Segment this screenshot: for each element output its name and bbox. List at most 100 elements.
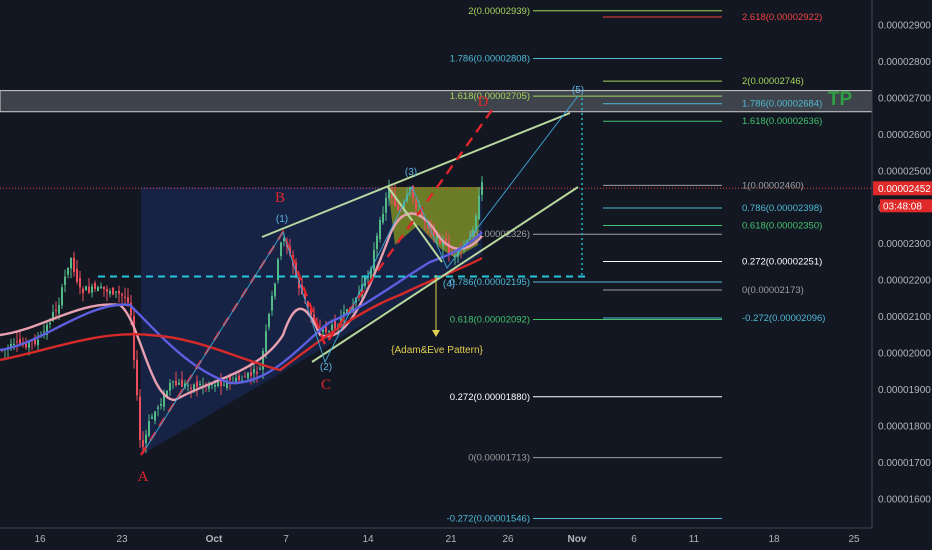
candle-body bbox=[136, 359, 138, 396]
candle-body bbox=[379, 219, 381, 240]
last-price-badge bbox=[873, 181, 932, 196]
time-axis bbox=[0, 528, 932, 550]
wave-label: (2) bbox=[320, 362, 332, 373]
candle-body bbox=[241, 380, 243, 382]
candle-body bbox=[169, 383, 171, 391]
candle-body bbox=[265, 331, 267, 352]
candle-body bbox=[10, 343, 12, 349]
y-tick-label: 0.00001700 bbox=[878, 458, 931, 469]
candle-body bbox=[274, 283, 276, 297]
candle-body bbox=[190, 388, 192, 390]
y-tick-label: 0.00002900 bbox=[878, 21, 931, 32]
countdown-badge bbox=[880, 199, 932, 213]
candle-body bbox=[295, 262, 297, 277]
price-axis bbox=[872, 0, 932, 528]
wave-label: (3) bbox=[405, 167, 417, 178]
candle-body bbox=[226, 380, 228, 389]
candle-body bbox=[166, 390, 168, 397]
x-tick-label: Nov bbox=[568, 534, 587, 545]
fib-left-label: 1.618(0.00002705) bbox=[450, 91, 530, 102]
fib-left-label: 1(0.00002326) bbox=[468, 229, 530, 240]
candle-body bbox=[25, 342, 27, 348]
candle-body bbox=[346, 309, 348, 314]
candle-body bbox=[376, 235, 378, 250]
y-tick-label: 0.00002600 bbox=[878, 130, 931, 141]
y-tick-label: 0.00002700 bbox=[878, 93, 931, 104]
x-tick-label: 14 bbox=[362, 534, 374, 545]
candle-body bbox=[415, 200, 417, 209]
fib-left-label: 0.786(0.00002195) bbox=[450, 277, 530, 288]
candle-body bbox=[469, 238, 471, 240]
candle-body bbox=[436, 232, 438, 240]
candle-body bbox=[112, 287, 114, 295]
candle-body bbox=[28, 341, 30, 348]
candle-body bbox=[373, 249, 375, 270]
candle-body bbox=[175, 380, 177, 386]
fib-left-label: 0.272(0.00001880) bbox=[450, 392, 530, 403]
adam-eve-area bbox=[388, 187, 480, 258]
annotation-labels-layer: A B C D (1) (2) (3) (4) (5) {Adam&Eve Pattern} TP bbox=[138, 85, 853, 485]
y-tick-label: 0.00002000 bbox=[878, 349, 931, 360]
y-tick-label: 0.00001600 bbox=[878, 494, 931, 505]
candle-body bbox=[475, 215, 477, 232]
moving-average-line bbox=[0, 256, 483, 372]
wave-label: (1) bbox=[276, 214, 288, 225]
candle-body bbox=[154, 411, 156, 421]
candle-body bbox=[328, 331, 330, 333]
candle-body bbox=[43, 331, 45, 333]
candle-body bbox=[196, 381, 198, 387]
candle-body bbox=[253, 369, 255, 374]
candle-body bbox=[304, 293, 306, 300]
candle-body bbox=[325, 326, 327, 333]
y-tick-label: 0.00002200 bbox=[878, 276, 931, 287]
candle-body bbox=[427, 224, 429, 228]
candle-body bbox=[82, 288, 84, 293]
candle-body bbox=[337, 325, 339, 327]
candle-body bbox=[259, 368, 261, 370]
last-price-label: 0.00002452 bbox=[878, 184, 931, 195]
fib-right-label: 0.618(0.00002350) bbox=[742, 220, 822, 231]
candle-body bbox=[127, 297, 129, 303]
pattern-label: {Adam&Eve Pattern} bbox=[391, 345, 483, 356]
fib-right-label: 1.618(0.00002636) bbox=[742, 116, 822, 127]
candle-body bbox=[262, 350, 264, 370]
candle-body bbox=[277, 259, 279, 281]
candle-body bbox=[271, 296, 273, 311]
candle-body bbox=[34, 338, 36, 345]
elliott-wave-line bbox=[145, 95, 579, 449]
abcd-label: C bbox=[321, 377, 331, 393]
fib-levels-layer: 2(0.00002939) 1.786(0.00002808) 1.618(0.00… bbox=[447, 6, 826, 525]
candle-body bbox=[391, 190, 393, 199]
candle-body bbox=[73, 257, 75, 272]
x-tick-label: 16 bbox=[34, 534, 46, 545]
fib-right-label: 1.786(0.00002684) bbox=[742, 99, 822, 110]
fib-left-label: 1.786(0.00002808) bbox=[450, 54, 530, 65]
candle-body bbox=[181, 379, 183, 387]
fib-right-label: 2.618(0.00002922) bbox=[742, 12, 822, 23]
channel-upper-line bbox=[261, 112, 571, 238]
candle-body bbox=[403, 202, 405, 208]
candle-body bbox=[298, 278, 300, 289]
candle-body bbox=[247, 372, 249, 379]
abcd-pattern-line bbox=[139, 109, 493, 456]
candle-body bbox=[184, 383, 186, 388]
candle-body bbox=[148, 421, 150, 436]
candle-body bbox=[85, 286, 87, 291]
trendlines-layer bbox=[98, 95, 590, 456]
candle-body bbox=[19, 339, 21, 345]
candle-body bbox=[133, 316, 135, 361]
candle-body bbox=[412, 185, 414, 198]
candle-body bbox=[49, 322, 51, 325]
candle-body bbox=[145, 434, 147, 444]
fib-left-label: 0(0.00001713) bbox=[468, 453, 530, 464]
candle-body bbox=[421, 207, 423, 218]
x-tick-label: 11 bbox=[689, 534, 700, 545]
fib-right-label: 0.272(0.00002251) bbox=[742, 257, 822, 268]
candle-body bbox=[70, 258, 72, 269]
candle-body bbox=[397, 205, 399, 210]
candle-body bbox=[331, 324, 333, 331]
candle-body bbox=[322, 329, 324, 333]
pattern-arrow-head bbox=[432, 330, 440, 337]
